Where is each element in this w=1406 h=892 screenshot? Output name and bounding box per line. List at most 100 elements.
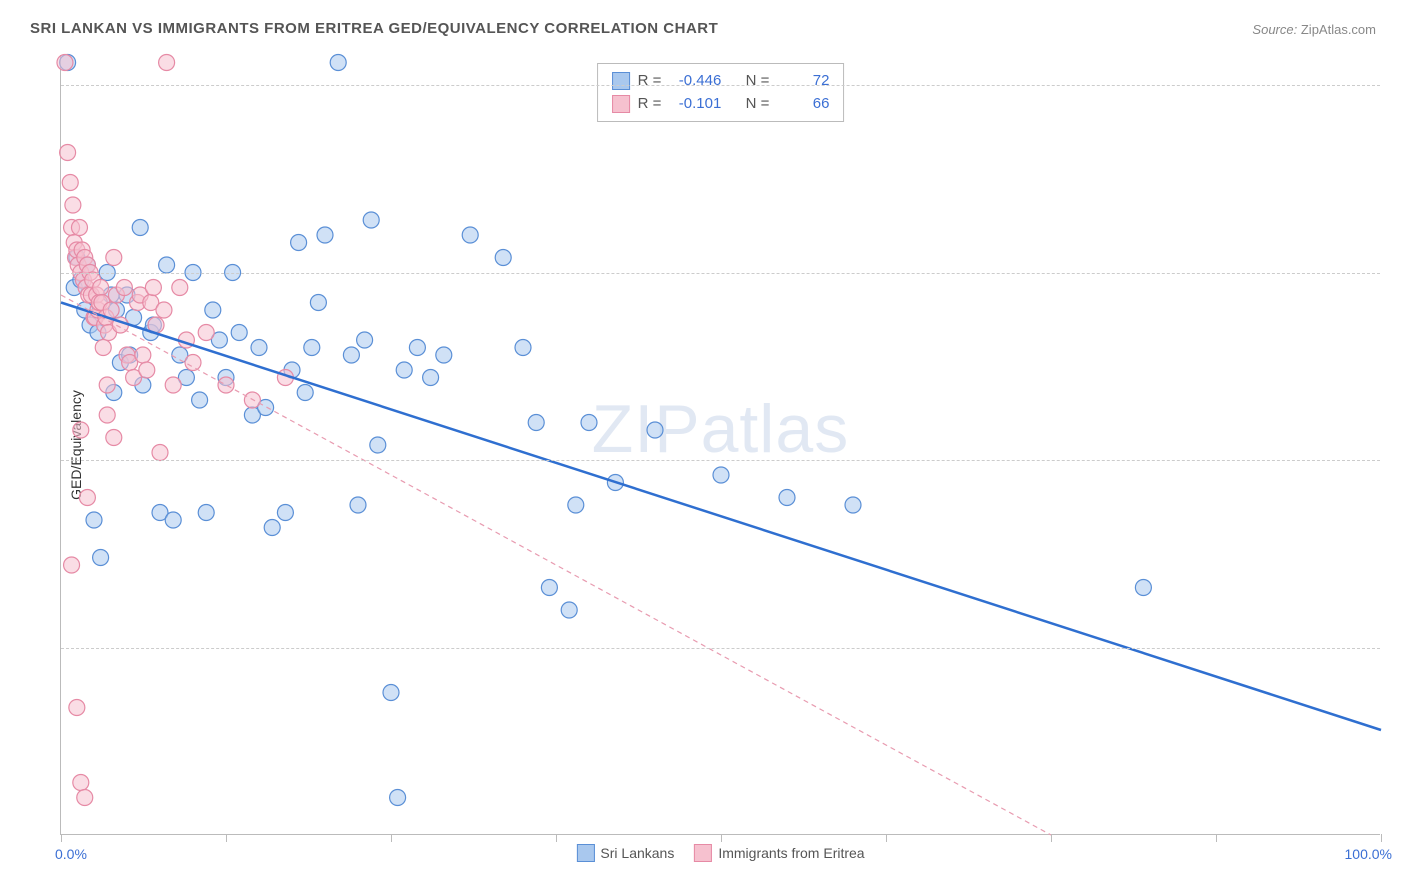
legend-swatch [612,72,630,90]
data-point [156,302,172,318]
data-point [106,430,122,446]
data-point [73,422,89,438]
data-point [159,55,175,71]
x-tick [556,834,557,842]
data-point [103,302,119,318]
data-point [304,340,320,356]
data-point [79,490,95,506]
legend-label: Immigrants from Eritrea [718,845,864,861]
gridline [61,648,1380,649]
data-point [185,355,201,371]
bottom-legend: Sri Lankans Immigrants from Eritrea [576,844,864,862]
data-point [159,257,175,273]
y-tick-label: 75.0% [1385,452,1406,468]
data-point [77,790,93,806]
data-point [65,197,81,213]
data-point [390,790,406,806]
data-point [198,505,214,521]
data-point [93,550,109,566]
data-point [64,557,80,573]
data-point [62,175,78,191]
data-point [99,407,115,423]
source-label: Source: [1252,22,1297,37]
data-point [198,325,214,341]
x-tick [391,834,392,842]
data-point [343,347,359,363]
y-tick-label: 62.5% [1385,640,1406,656]
data-point [106,250,122,266]
data-point [132,220,148,236]
data-point [205,302,221,318]
data-point [310,295,326,311]
data-point [462,227,478,243]
data-point [172,280,188,296]
data-point [291,235,307,251]
data-point [330,55,346,71]
data-point [251,340,267,356]
data-point [152,445,168,461]
data-point [277,505,293,521]
legend-item: Sri Lankans [576,844,674,862]
data-point [779,490,795,506]
chart-title: SRI LANKAN VS IMMIGRANTS FROM ERITREA GE… [30,20,718,37]
data-point [495,250,511,266]
y-tick-label: 100.0% [1385,77,1406,93]
data-point [297,385,313,401]
x-tick [226,834,227,842]
data-point [528,415,544,431]
stats-row: R =-0.446 N =72 [612,70,830,93]
data-point [561,602,577,618]
data-point [139,362,155,378]
legend-swatch [612,95,630,113]
data-point [357,332,373,348]
data-point [423,370,439,386]
data-point [86,512,102,528]
data-point [317,227,333,243]
stat-r-label: R = [638,93,662,116]
data-point [69,700,85,716]
stat-r-label: R = [638,70,662,93]
data-point [231,325,247,341]
gridline [61,460,1380,461]
legend-swatch [694,844,712,862]
trend-line [61,295,1051,835]
x-label-left: 0.0% [55,846,87,862]
data-point [99,377,115,393]
plot-area: GED/Equivalency ZIPatlas R =-0.446 N =72… [60,55,1380,835]
data-point [60,145,76,161]
data-point [145,280,161,296]
x-tick [886,834,887,842]
x-label-right: 100.0% [1345,846,1392,862]
data-point [581,415,597,431]
data-point [396,362,412,378]
gridline [61,273,1380,274]
legend-item: Immigrants from Eritrea [694,844,864,862]
data-point [409,340,425,356]
x-tick [61,834,62,842]
stat-r-value: -0.446 [669,70,721,93]
stats-row: R =-0.101 N =66 [612,93,830,116]
data-point [541,580,557,596]
stats-box: R =-0.446 N =72R =-0.101 N =66 [597,63,845,122]
stat-r-value: -0.101 [669,93,721,116]
data-point [363,212,379,228]
data-point [1135,580,1151,596]
data-point [71,220,87,236]
stat-n-label: N = [746,70,770,93]
data-point [264,520,280,536]
legend-label: Sri Lankans [600,845,674,861]
data-point [165,512,181,528]
stat-n-label: N = [746,93,770,116]
data-point [350,497,366,513]
x-tick [721,834,722,842]
data-point [218,377,234,393]
gridline [61,85,1380,86]
data-point [165,377,181,393]
data-point [713,467,729,483]
data-point [135,347,151,363]
data-point [57,55,73,71]
data-point [73,775,89,791]
data-point [116,280,132,296]
data-point [95,340,111,356]
legend-swatch [576,844,594,862]
